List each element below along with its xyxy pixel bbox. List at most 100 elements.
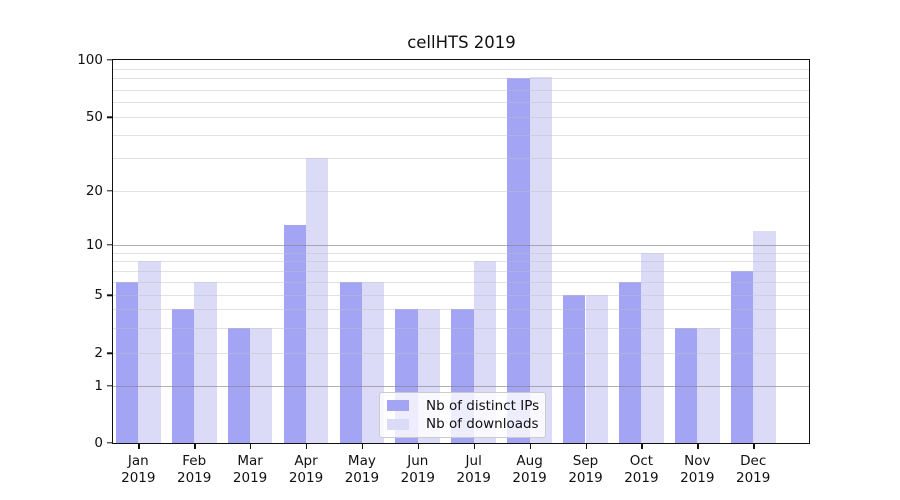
y-tick-label-10: 10 <box>85 236 103 253</box>
gridline-minor-8 <box>113 261 810 263</box>
x-tick-year: 2019 <box>568 470 603 486</box>
gridline-minor-20 <box>113 190 810 192</box>
bar-downloads-mar <box>250 327 273 443</box>
y-tick-mark-1 <box>107 385 113 387</box>
legend-label-downloads: Nb of downloads <box>426 416 539 433</box>
bar-distinct-ips-nov <box>674 327 698 443</box>
bar-downloads-aug <box>529 77 552 443</box>
gridline-minor-5 <box>113 295 810 297</box>
gridline-minor-9 <box>113 252 810 254</box>
x-tick-year: 2019 <box>121 470 156 486</box>
x-tick-mark-oct <box>641 443 643 449</box>
y-tick-label-0: 0 <box>94 435 103 451</box>
x-tick-month: Apr <box>294 453 318 469</box>
gridline-major-10 <box>113 244 810 246</box>
x-tick-year: 2019 <box>344 470 380 486</box>
x-tick-mark-jul <box>473 443 476 449</box>
y-tick-mark-5 <box>107 294 113 297</box>
x-tick-month: Jan <box>127 453 149 469</box>
x-tick-label-dec: Dec 2019 <box>725 453 781 487</box>
x-tick-label-jan: Jan 2019 <box>110 453 166 487</box>
x-tick-year: 2019 <box>177 470 212 486</box>
x-tick-label-mar: Mar 2019 <box>222 453 278 487</box>
gridline-minor-30 <box>113 158 810 160</box>
x-tick-year: 2019 <box>736 470 771 486</box>
x-tick-mark-may <box>361 443 364 449</box>
bar-downloads-may <box>361 282 385 443</box>
gridline-minor-60 <box>113 102 810 104</box>
gridline-minor-3 <box>113 327 810 329</box>
bar-downloads-jan <box>138 261 161 443</box>
y-tick-mark-0 <box>107 442 113 444</box>
y-tick-mark-100 <box>107 59 113 61</box>
x-tick-year: 2019 <box>624 470 659 486</box>
x-tick-month: Jun <box>407 453 429 469</box>
bar-distinct-ips-oct <box>619 282 642 443</box>
bar-downloads-apr <box>306 158 329 443</box>
gridline-minor-50 <box>113 117 810 119</box>
gridline-minor-80 <box>113 78 810 80</box>
legend: Nb of distinct IPs Nb of downloads <box>379 392 546 438</box>
legend-swatch-distinct-ips <box>387 400 409 412</box>
x-tick-label-jun: Jun 2019 <box>390 453 446 487</box>
gridline-minor-70 <box>113 89 810 91</box>
y-tick-mark-10 <box>107 244 113 246</box>
x-tick-year: 2019 <box>680 470 715 486</box>
bar-distinct-ips-aug <box>507 78 530 443</box>
bar-distinct-ips-dec <box>730 270 754 443</box>
y-tick-label-20: 20 <box>85 182 103 199</box>
gridline-minor-4 <box>113 309 810 311</box>
x-tick-mark-sep <box>585 443 587 449</box>
legend-swatch-downloads <box>387 418 409 430</box>
legend-item-downloads: Nb of downloads <box>380 416 545 432</box>
x-tick-year: 2019 <box>512 470 547 486</box>
gridline-minor-90 <box>113 68 810 70</box>
x-tick-month: Jul <box>465 453 482 469</box>
y-tick-label-1: 1 <box>94 378 103 394</box>
gridline-minor-2 <box>113 353 810 355</box>
x-tick-month: Sep <box>572 453 599 469</box>
x-tick-year: 2019 <box>232 470 268 486</box>
gridline-minor-6 <box>113 282 810 284</box>
y-tick-mark-20 <box>107 190 113 192</box>
legend-item-distinct-ips: Nb of distinct IPs <box>380 398 545 414</box>
legend-label-distinct-ips: Nb of distinct IPs <box>426 397 540 414</box>
bar-distinct-ips-jan <box>115 282 139 443</box>
bar-downloads-oct <box>641 252 664 443</box>
x-tick-mark-aug <box>529 443 531 449</box>
x-tick-year: 2019 <box>456 470 491 486</box>
y-tick-label-100: 100 <box>77 52 103 68</box>
x-tick-label-nov: Nov 2019 <box>669 453 725 487</box>
bar-downloads-feb <box>194 282 217 443</box>
x-tick-month: May <box>347 453 376 469</box>
chart-title: cellHTS 2019 <box>407 33 516 52</box>
x-tick-label-oct: Oct 2019 <box>613 453 669 487</box>
x-tick-month: Nov <box>684 453 711 469</box>
y-tick-mark-50 <box>107 116 113 119</box>
bar-distinct-ips-sep <box>563 295 586 443</box>
bar-downloads-dec <box>753 230 776 443</box>
x-tick-mark-dec <box>753 443 755 449</box>
x-tick-mark-feb <box>194 443 196 449</box>
x-tick-year: 2019 <box>288 470 324 486</box>
x-tick-month: Aug <box>516 453 543 469</box>
bar-downloads-nov <box>697 327 720 443</box>
x-tick-month: Mar <box>237 453 263 469</box>
x-tick-month: Dec <box>740 453 767 469</box>
bar-distinct-ips-may <box>339 282 362 443</box>
bar-distinct-ips-apr <box>283 224 306 443</box>
gridline-major-1 <box>113 386 810 387</box>
x-tick-mark-apr <box>306 443 308 449</box>
x-tick-month: Feb <box>182 453 207 469</box>
x-tick-mark-jan <box>138 443 140 449</box>
bar-downloads-sep <box>585 295 608 443</box>
x-tick-year: 2019 <box>400 470 435 486</box>
x-tick-label-apr: Apr 2019 <box>278 453 334 487</box>
bar-distinct-ips-feb <box>171 309 195 443</box>
x-tick-mark-mar <box>250 443 252 449</box>
y-tick-label-50: 50 <box>85 109 103 126</box>
x-tick-label-jul: Jul 2019 <box>446 453 502 487</box>
x-tick-month: Oct <box>629 453 654 469</box>
x-tick-label-feb: Feb 2019 <box>166 453 222 487</box>
